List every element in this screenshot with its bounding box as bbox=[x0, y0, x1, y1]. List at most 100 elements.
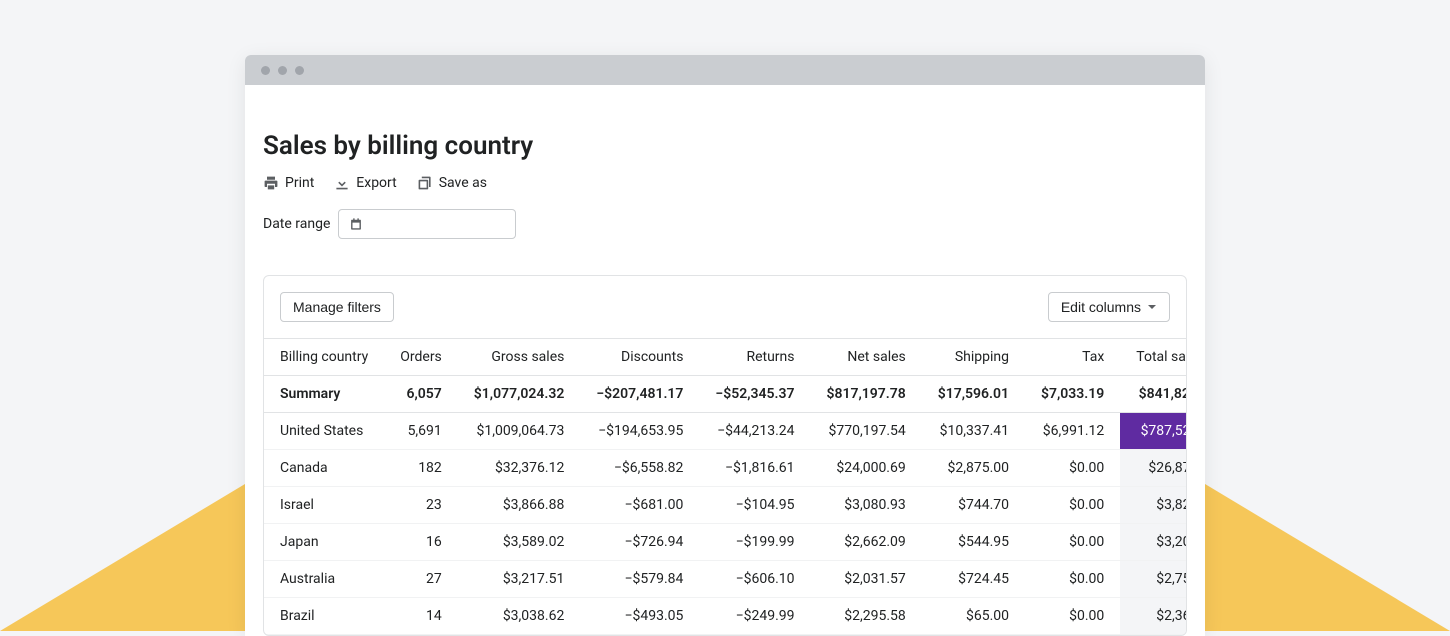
cell-discounts: −$681.00 bbox=[580, 487, 699, 524]
column-header-gross_sales[interactable]: Gross sales bbox=[458, 339, 581, 376]
cell-tax: $0.00 bbox=[1025, 598, 1120, 635]
cell-net_sales: $24,000.69 bbox=[811, 450, 922, 487]
cell-discounts: −$6,558.82 bbox=[580, 450, 699, 487]
cell-billing_country: United States bbox=[264, 413, 384, 450]
cell-gross_sales: $32,376.12 bbox=[458, 450, 581, 487]
sales-table: Billing countryOrdersGross salesDiscount… bbox=[264, 338, 1187, 635]
cell-total_sales: $26,875.69 bbox=[1120, 450, 1187, 487]
cell-returns: −$52,345.37 bbox=[699, 376, 810, 413]
cell-total_sales: $2,360.58 bbox=[1120, 598, 1187, 635]
column-header-tax[interactable]: Tax bbox=[1025, 339, 1120, 376]
cell-tax: $7,033.19 bbox=[1025, 376, 1120, 413]
cell-returns: −$1,816.61 bbox=[699, 450, 810, 487]
cell-billing_country: Japan bbox=[264, 524, 384, 561]
save-as-button[interactable]: Save as bbox=[417, 175, 487, 191]
cell-shipping: $724.45 bbox=[922, 561, 1025, 598]
copy-icon bbox=[417, 175, 433, 191]
cell-billing_country: Brazil bbox=[264, 598, 384, 635]
cell-shipping: $65.00 bbox=[922, 598, 1025, 635]
cell-net_sales: $817,197.78 bbox=[811, 376, 922, 413]
cell-tax: $0.00 bbox=[1025, 450, 1120, 487]
print-label: Print bbox=[285, 175, 314, 191]
cell-returns: −$44,213.24 bbox=[699, 413, 810, 450]
cell-orders: 5,691 bbox=[384, 413, 458, 450]
app-window: Sales by billing country Print Export Sa… bbox=[245, 55, 1205, 636]
column-header-shipping[interactable]: Shipping bbox=[922, 339, 1025, 376]
export-button[interactable]: Export bbox=[334, 175, 396, 191]
column-header-orders[interactable]: Orders bbox=[384, 339, 458, 376]
cell-shipping: $2,875.00 bbox=[922, 450, 1025, 487]
cell-total_sales: $841,826.98 bbox=[1120, 376, 1187, 413]
cell-total_sales: $2,756.02 bbox=[1120, 561, 1187, 598]
cell-orders: 27 bbox=[384, 561, 458, 598]
cell-net_sales: $2,662.09 bbox=[811, 524, 922, 561]
cell-tax: $0.00 bbox=[1025, 487, 1120, 524]
cell-orders: 14 bbox=[384, 598, 458, 635]
cell-orders: 6,057 bbox=[384, 376, 458, 413]
cell-orders: 182 bbox=[384, 450, 458, 487]
cell-gross_sales: $3,217.51 bbox=[458, 561, 581, 598]
cell-returns: −$606.10 bbox=[699, 561, 810, 598]
page-title: Sales by billing country bbox=[263, 131, 1205, 161]
cell-net_sales: $770,197.54 bbox=[811, 413, 922, 450]
cell-discounts: −$726.94 bbox=[580, 524, 699, 561]
cell-tax: $6,991.12 bbox=[1025, 413, 1120, 450]
cell-billing_country: Australia bbox=[264, 561, 384, 598]
cell-total_sales: $787,526.07 bbox=[1120, 413, 1187, 450]
column-header-billing_country[interactable]: Billing country bbox=[264, 339, 384, 376]
cell-discounts: −$493.05 bbox=[580, 598, 699, 635]
cell-billing_country: Canada bbox=[264, 450, 384, 487]
cell-shipping: $544.95 bbox=[922, 524, 1025, 561]
table-row[interactable]: United States5,691$1,009,064.73−$194,653… bbox=[264, 413, 1187, 450]
edit-columns-button[interactable]: Edit columns bbox=[1048, 292, 1170, 322]
cell-net_sales: $2,295.58 bbox=[811, 598, 922, 635]
table-header-row: Billing countryOrdersGross salesDiscount… bbox=[264, 339, 1187, 376]
cell-gross_sales: $1,009,064.73 bbox=[458, 413, 581, 450]
cell-shipping: $744.70 bbox=[922, 487, 1025, 524]
download-icon bbox=[334, 175, 350, 191]
summary-row: Summary6,057$1,077,024.32−$207,481.17−$5… bbox=[264, 376, 1187, 413]
print-icon bbox=[263, 175, 279, 191]
caret-down-icon bbox=[1147, 302, 1157, 312]
cell-total_sales: $3,207.04 bbox=[1120, 524, 1187, 561]
column-header-net_sales[interactable]: Net sales bbox=[811, 339, 922, 376]
cell-returns: −$249.99 bbox=[699, 598, 810, 635]
cell-gross_sales: $3,866.88 bbox=[458, 487, 581, 524]
cell-net_sales: $3,080.93 bbox=[811, 487, 922, 524]
table-row[interactable]: Israel23$3,866.88−$681.00−$104.95$3,080.… bbox=[264, 487, 1187, 524]
cell-billing_country: Israel bbox=[264, 487, 384, 524]
cell-gross_sales: $3,589.02 bbox=[458, 524, 581, 561]
cell-tax: $0.00 bbox=[1025, 561, 1120, 598]
cell-returns: −$104.95 bbox=[699, 487, 810, 524]
table-row[interactable]: Japan16$3,589.02−$726.94−$199.99$2,662.0… bbox=[264, 524, 1187, 561]
cell-shipping: $17,596.01 bbox=[922, 376, 1025, 413]
column-header-total_sales[interactable]: Total sales▼ bbox=[1120, 339, 1187, 376]
manage-filters-button[interactable]: Manage filters bbox=[280, 292, 394, 322]
window-titlebar bbox=[245, 55, 1205, 85]
date-range-picker[interactable] bbox=[338, 209, 516, 239]
export-label: Export bbox=[356, 175, 396, 191]
table-row[interactable]: Canada182$32,376.12−$6,558.82−$1,816.61$… bbox=[264, 450, 1187, 487]
date-range-row: Date range bbox=[263, 209, 1205, 239]
print-button[interactable]: Print bbox=[263, 175, 314, 191]
cell-orders: 16 bbox=[384, 524, 458, 561]
cell-total_sales: $3,825.63 bbox=[1120, 487, 1187, 524]
column-header-returns[interactable]: Returns bbox=[699, 339, 810, 376]
cell-returns: −$199.99 bbox=[699, 524, 810, 561]
window-maximize-dot[interactable] bbox=[295, 66, 304, 75]
table-row[interactable]: Australia27$3,217.51−$579.84−$606.10$2,0… bbox=[264, 561, 1187, 598]
cell-orders: 23 bbox=[384, 487, 458, 524]
table-row[interactable]: Brazil14$3,038.62−$493.05−$249.99$2,295.… bbox=[264, 598, 1187, 635]
cell-discounts: −$194,653.95 bbox=[580, 413, 699, 450]
cell-shipping: $10,337.41 bbox=[922, 413, 1025, 450]
column-header-discounts[interactable]: Discounts bbox=[580, 339, 699, 376]
cell-discounts: −$207,481.17 bbox=[580, 376, 699, 413]
table-toolbar: Manage filters Edit columns bbox=[264, 276, 1186, 338]
window-minimize-dot[interactable] bbox=[278, 66, 287, 75]
window-close-dot[interactable] bbox=[261, 66, 270, 75]
edit-columns-label: Edit columns bbox=[1061, 299, 1141, 315]
cell-net_sales: $2,031.57 bbox=[811, 561, 922, 598]
page-toolbar: Print Export Save as bbox=[263, 175, 1205, 191]
cell-billing_country: Summary bbox=[264, 376, 384, 413]
save-as-label: Save as bbox=[439, 175, 487, 191]
